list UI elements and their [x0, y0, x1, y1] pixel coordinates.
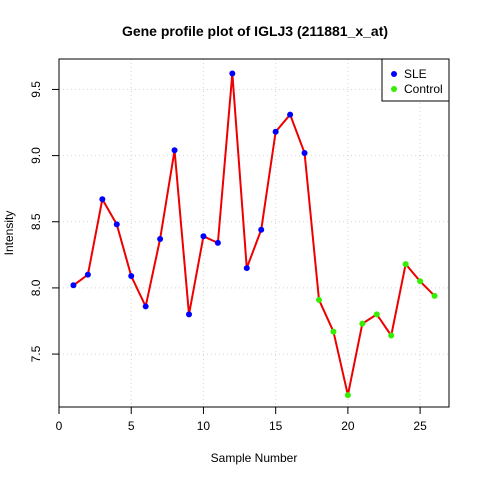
point-sle [229, 70, 236, 77]
legend-marker-sle [391, 71, 397, 77]
point-control [316, 296, 322, 303]
point-sle [70, 282, 77, 289]
x-tick-label: 0 [56, 419, 63, 433]
point-control [388, 332, 395, 339]
point-control [373, 311, 380, 318]
x-axis-label: Sample Number [211, 451, 298, 465]
y-tick-label: 9.0 [29, 147, 43, 164]
point-control [402, 261, 409, 268]
point-sle [258, 226, 265, 233]
x-tick-label: 10 [197, 419, 211, 433]
legend-box [381, 58, 450, 102]
point-sle [113, 221, 120, 228]
y-axis-label: Intensity [2, 211, 16, 256]
point-sle [186, 311, 192, 318]
legend-marker-control [391, 86, 397, 92]
point-sle [272, 128, 279, 135]
point-control [417, 278, 424, 285]
legend-label-sle: SLE [404, 67, 427, 81]
point-sle [171, 147, 178, 154]
point-sle [128, 273, 135, 280]
x-tick-label: 15 [269, 419, 283, 433]
y-tick-label: 9.5 [29, 81, 43, 98]
point-sle [99, 196, 106, 203]
x-tick-label: 25 [413, 419, 427, 433]
plot-frame [58, 58, 450, 408]
point-sle [157, 235, 164, 242]
y-tick-label: 7.5 [29, 345, 43, 362]
point-sle [84, 271, 91, 278]
point-sle [214, 239, 221, 246]
point-control [431, 292, 438, 299]
x-axis: 0 5 10 15 20 25 [56, 407, 427, 433]
point-sle [287, 111, 294, 118]
point-control [330, 328, 337, 335]
point-sle [301, 149, 308, 156]
x-tick-label: 5 [128, 419, 135, 433]
series-line [72, 73, 436, 396]
y-tick-label: 8.0 [29, 279, 43, 296]
point-control [359, 320, 366, 327]
x-tick-label: 20 [341, 419, 355, 433]
chart-title: Gene profile plot of IGLJ3 (211881_x_at) [122, 23, 388, 39]
grid [58, 59, 449, 407]
legend-label-control: Control [404, 82, 443, 96]
point-control [344, 392, 351, 399]
point-sle [142, 303, 149, 310]
point-sle [200, 233, 207, 240]
profile-line [72, 73, 436, 396]
y-tick-label: 8.5 [29, 213, 43, 230]
point-sle [243, 265, 250, 272]
y-axis: 7.5 8.0 8.5 9.0 9.5 [29, 81, 59, 362]
data-points [70, 70, 438, 399]
